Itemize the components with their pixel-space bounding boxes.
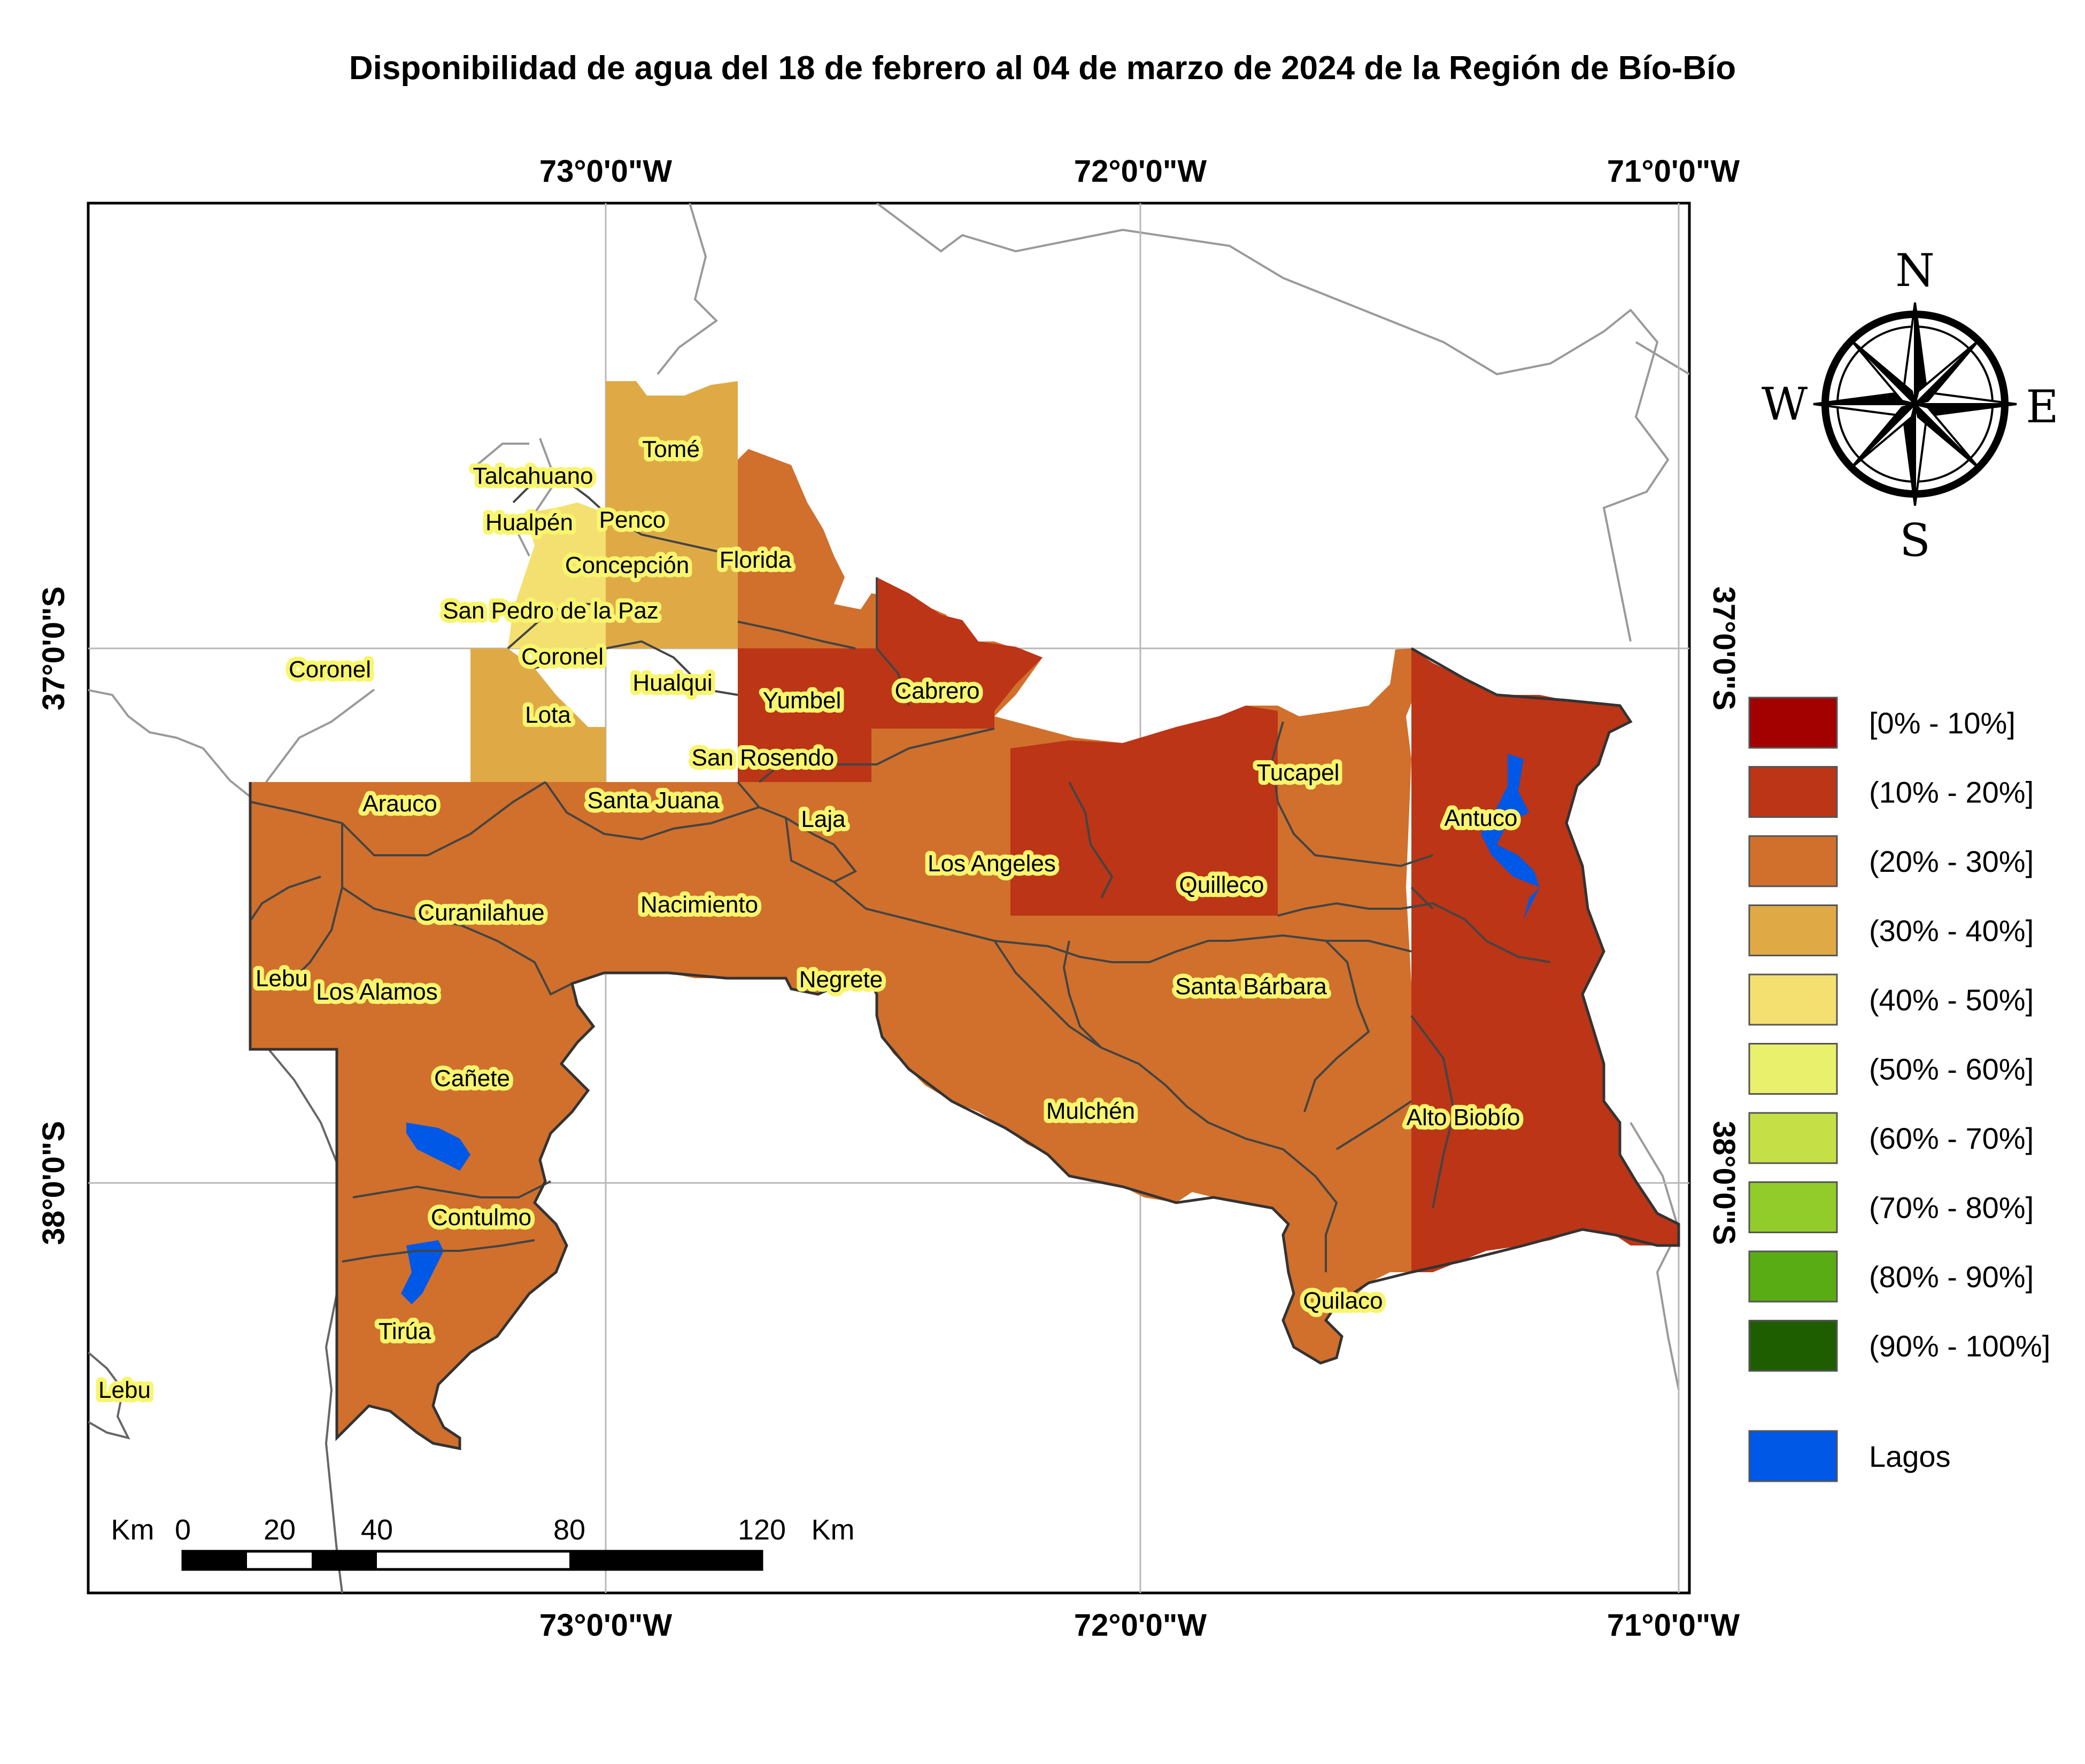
place-label: Florida xyxy=(720,547,792,573)
legend-label: (80% - 90%] xyxy=(1869,1260,2034,1294)
place-label: Yumbel xyxy=(763,687,841,714)
legend-swatch xyxy=(1748,904,1838,956)
compass-west-label: W xyxy=(1762,378,1808,430)
compass-south-label: S xyxy=(1899,514,1930,567)
legend-swatch xyxy=(1748,1181,1838,1233)
scale-tick-label: 80 xyxy=(553,1514,585,1546)
isla-mocha-outline xyxy=(88,1351,130,1440)
legend-label: [0% - 10%] xyxy=(1869,706,2016,740)
scale-tick-label: 120 xyxy=(738,1514,786,1546)
compass-rose-icon xyxy=(1813,302,2017,506)
scale-unit-right: Km xyxy=(812,1514,855,1546)
place-label: Curanilahue xyxy=(418,900,544,926)
place-label: Talcahuano xyxy=(473,463,593,489)
place-label: Hualpén xyxy=(485,509,573,536)
raster-class-40-50-concepcion xyxy=(508,502,606,648)
place-label: Contulmo xyxy=(431,1204,531,1231)
place-label: Negrete xyxy=(799,966,883,993)
scale-tick-label: 40 xyxy=(361,1514,393,1546)
lon-label-bottom-71: 71°0'0"W xyxy=(1607,1608,1740,1643)
neighbor-boundary-north xyxy=(657,203,1689,642)
legend-swatch xyxy=(1748,835,1838,887)
legend-swatch-lakes xyxy=(1748,1430,1838,1482)
lon-label-bottom-72: 72°0'0"W xyxy=(1074,1608,1207,1643)
lake-lanalhue xyxy=(406,1123,470,1171)
place-label: Alto Biobío xyxy=(1407,1104,1520,1131)
legend-label: (60% - 70%] xyxy=(1869,1121,2034,1155)
place-label: Lebu xyxy=(98,1377,151,1403)
legend-label: (70% - 80%] xyxy=(1869,1191,2034,1225)
coastline-south xyxy=(266,1047,354,1593)
legend-swatch xyxy=(1748,1250,1838,1303)
place-label: Cabrero xyxy=(895,678,980,704)
compass-north-label: N xyxy=(1895,244,1935,297)
place-label: Nacimiento xyxy=(640,892,758,918)
place-label: Coronel xyxy=(521,644,604,670)
place-label: Lota xyxy=(525,702,571,728)
place-label: San Pedro de la Paz xyxy=(443,598,659,624)
place-label: Coronel xyxy=(289,656,371,683)
scale-bar: Km 0 20 40 80 120 Km xyxy=(111,1514,855,1571)
place-label: Arauco xyxy=(362,791,437,817)
legend-swatch xyxy=(1748,1320,1838,1372)
legend-swatch xyxy=(1748,1112,1838,1164)
legend-label: (20% - 30%] xyxy=(1869,845,2034,878)
lat-label-left-37: 37°0'0"S xyxy=(36,586,71,710)
region-outline xyxy=(249,647,1680,1451)
lat-label-right-37: 37°0'0"S xyxy=(1706,586,1741,710)
raster-class-30-40-lota xyxy=(470,648,606,782)
place-label: Los Alamos xyxy=(316,979,437,1005)
raster-class-10-20-quilleco xyxy=(1010,706,1278,916)
lake-lleulleu xyxy=(401,1240,444,1304)
legend-swatch xyxy=(1748,973,1838,1026)
place-label: Hualqui xyxy=(632,670,712,696)
place-label: Tucapel xyxy=(1257,760,1340,786)
place-label: Penco xyxy=(599,507,666,533)
scale-tick-label: 0 xyxy=(175,1514,191,1546)
legend-swatch xyxy=(1748,766,1838,818)
place-label: Laja xyxy=(801,806,846,832)
commune-boundaries xyxy=(250,480,1551,1272)
lon-label-top-73: 73°0'0"W xyxy=(539,154,673,189)
lon-label-top-72: 72°0'0"W xyxy=(1074,154,1207,189)
legend-label: (30% - 40%] xyxy=(1869,914,2034,948)
scale-unit-left: Km xyxy=(111,1514,155,1546)
lake-laja xyxy=(1481,754,1540,919)
raster-class-10-20-yumbel xyxy=(738,577,1042,782)
place-label: Quilaco xyxy=(1303,1288,1383,1314)
place-label: Concepción xyxy=(565,552,689,578)
lon-label-top-71: 71°0'0"W xyxy=(1607,154,1740,189)
place-label: Santa Bárbara xyxy=(1175,973,1327,1000)
place-label: Santa Juana xyxy=(587,787,720,814)
scale-tick-label: 20 xyxy=(264,1514,296,1546)
legend-label-lakes: Lagos xyxy=(1869,1440,1951,1473)
lat-label-right-38: 38°0'0"S xyxy=(1706,1121,1741,1245)
legend-label: (90% - 100%] xyxy=(1869,1329,2050,1363)
place-label: Quilleco xyxy=(1179,872,1264,898)
legend-label: (10% - 20%] xyxy=(1869,776,2034,809)
compass-east-label: E xyxy=(2026,381,2058,433)
place-label: Mulchén xyxy=(1046,1098,1135,1124)
place-label: Lebu xyxy=(256,965,308,992)
map-title: Disponibilidad de agua del 18 de febrero… xyxy=(349,50,1736,87)
place-label: Cañete xyxy=(434,1065,510,1092)
legend-label: (40% - 50%] xyxy=(1869,983,2034,1017)
raster-class-30-40-tome xyxy=(606,381,738,622)
lat-label-left-38: 38°0'0"S xyxy=(36,1121,71,1245)
place-labels: Tomé Talcahuano Hualpén Penco Concepción… xyxy=(94,432,1524,1407)
place-label: Tirúa xyxy=(379,1318,431,1344)
lon-label-bottom-73: 73°0'0"W xyxy=(539,1608,673,1643)
place-label: Los Angeles xyxy=(928,850,1056,877)
legend-swatch xyxy=(1748,697,1838,749)
place-label: Antuco xyxy=(1445,805,1518,831)
coastline-arauco-gulf xyxy=(88,688,375,804)
legend-swatch xyxy=(1748,1043,1838,1095)
place-label: Tomé xyxy=(642,436,700,462)
neighbor-boundary-east xyxy=(1630,1121,1680,1390)
place-label: San Rosendo xyxy=(692,745,835,771)
legend-label: (50% - 60%] xyxy=(1869,1053,2034,1086)
raster-class-20-30 xyxy=(250,449,1417,1449)
legend: [0% - 10%] (10% - 20%] (20% - 30%] (30% - 4… xyxy=(1748,697,2050,1482)
